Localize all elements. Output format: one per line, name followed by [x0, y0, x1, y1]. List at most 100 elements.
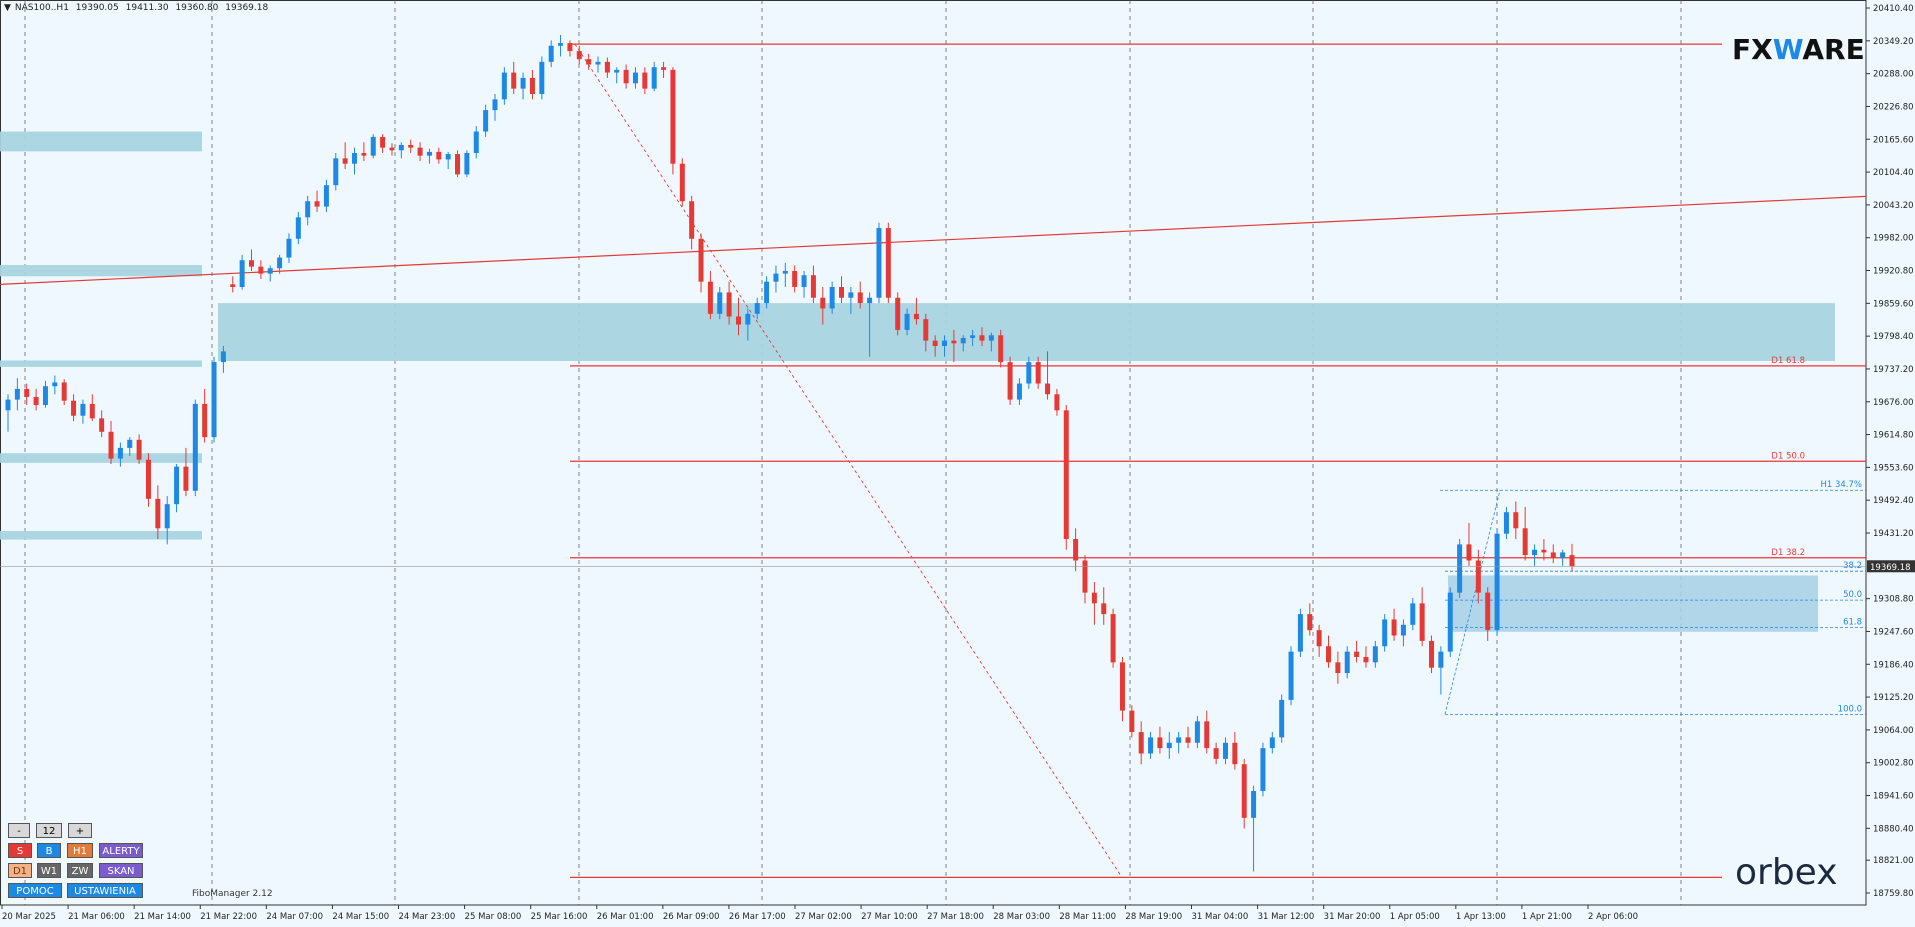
w1-button[interactable]: W1 — [37, 863, 61, 878]
candle-body — [1129, 710, 1135, 733]
candle-body — [1054, 394, 1060, 411]
h1-button[interactable]: H1 — [67, 843, 93, 858]
candle-body — [145, 459, 151, 499]
x-tick-label: 25 Mar 16:00 — [531, 912, 588, 922]
candle-body — [1363, 656, 1369, 663]
d1-button[interactable]: D1 — [8, 863, 32, 878]
candle-body — [1372, 646, 1378, 663]
candle-body — [1429, 640, 1435, 668]
y-tick-label: 18941.60 — [1873, 792, 1914, 802]
supply-demand-zone — [0, 453, 202, 463]
scan-button[interactable]: SKAN — [99, 863, 143, 878]
candle-body — [1063, 410, 1069, 540]
candle-body — [1269, 737, 1275, 749]
candle-body — [1091, 592, 1097, 604]
candle-body — [839, 287, 845, 298]
y-tick-label: 19002.80 — [1873, 759, 1914, 769]
help-button[interactable]: POMOC — [8, 883, 62, 898]
candle-body — [1045, 383, 1051, 395]
x-tick-label: 26 Mar 01:00 — [597, 912, 654, 922]
candle-body — [1138, 732, 1144, 754]
candle-body — [1344, 651, 1350, 674]
candle-body — [1007, 362, 1013, 400]
y-tick-label: 19982.00 — [1873, 234, 1914, 244]
x-tick-label: 24 Mar 23:00 — [399, 912, 456, 922]
candle-body — [1279, 699, 1285, 738]
candle-body — [604, 61, 610, 73]
candle-body — [1438, 651, 1444, 668]
candle-body — [1185, 737, 1191, 743]
candle-body — [792, 270, 798, 288]
settings-button[interactable]: USTAWIENIA — [67, 883, 143, 898]
x-tick-label: 31 Mar 20:00 — [1324, 912, 1381, 922]
candle-body — [1457, 544, 1463, 593]
y-tick-label: 20288.00 — [1873, 70, 1914, 80]
candle-body — [820, 297, 826, 309]
candle-body — [782, 270, 788, 274]
candle-body — [1466, 544, 1472, 561]
fib-level-label: 61.8 — [1843, 617, 1862, 627]
candle-body — [689, 201, 695, 239]
y-tick-label: 19431.20 — [1873, 529, 1914, 539]
decrease-button[interactable]: - — [8, 823, 30, 838]
candle-body — [295, 217, 301, 239]
orbex-logo: orbex — [1735, 852, 1838, 893]
candle-body — [1550, 552, 1556, 558]
candle-body — [183, 466, 189, 491]
candle-body — [483, 110, 489, 132]
candle-body — [1016, 383, 1022, 400]
x-tick-label: 26 Mar 17:00 — [729, 912, 786, 922]
candle-body — [417, 147, 423, 156]
candle-body — [380, 136, 386, 148]
candle-body — [670, 69, 676, 164]
fib-level-label: 100.0 — [1838, 704, 1862, 714]
candle-body — [445, 154, 451, 160]
alerts-button[interactable]: ALERTY — [99, 843, 143, 858]
fxware-logo-suffix: ARE — [1802, 33, 1865, 66]
zw-button[interactable]: ZW — [67, 863, 93, 878]
candle-body — [71, 400, 77, 416]
candle-body — [42, 386, 48, 405]
candle-body — [473, 131, 479, 153]
candle-body — [1541, 549, 1547, 553]
candle-body — [651, 67, 657, 89]
chart-header: ▼ NAS100..H1 19390.05 19411.30 19360.80 1… — [4, 3, 272, 13]
x-tick-label: 21 Mar 22:00 — [200, 912, 257, 922]
supply-demand-zone — [1448, 575, 1818, 632]
candle-body — [1110, 614, 1116, 663]
fxware-logo: FXWARE — [1732, 33, 1865, 66]
candle-body — [1260, 748, 1266, 792]
dropdown-triangle-icon[interactable]: ▼ — [4, 3, 11, 13]
candle-body — [342, 158, 348, 164]
symbol-label: NAS100..H1 — [14, 3, 69, 13]
candle-body — [61, 382, 67, 401]
candle-body — [726, 292, 732, 317]
close-value: 19369.18 — [225, 3, 269, 13]
candle-body — [155, 498, 161, 529]
candle-body — [614, 69, 620, 73]
y-tick-label: 19186.40 — [1873, 660, 1914, 670]
x-tick-label: 24 Mar 07:00 — [266, 912, 323, 922]
supply-demand-zone — [0, 360, 202, 367]
supply-demand-zone — [0, 530, 202, 540]
candle-body — [1569, 555, 1575, 567]
sell-button[interactable]: S — [8, 843, 32, 858]
candle-body — [80, 403, 86, 416]
candle-body — [988, 335, 994, 341]
x-tick-label: 26 Mar 09:00 — [663, 912, 720, 922]
buy-button[interactable]: B — [37, 843, 61, 858]
y-tick-label: 20410.40 — [1873, 4, 1914, 14]
increase-button[interactable]: + — [68, 823, 92, 838]
candle-body — [1419, 603, 1425, 641]
fxware-logo-prefix: FX — [1732, 33, 1773, 66]
candle-body — [913, 313, 919, 320]
candle-body — [1148, 737, 1154, 754]
candle-body — [1354, 651, 1360, 657]
candle-body — [211, 362, 217, 438]
candle-body — [586, 59, 592, 65]
candle-body — [632, 72, 638, 84]
y-tick-label: 19859.60 — [1873, 299, 1914, 309]
period-value-field[interactable]: 12 — [36, 823, 62, 838]
y-tick-label: 20104.40 — [1873, 168, 1914, 178]
